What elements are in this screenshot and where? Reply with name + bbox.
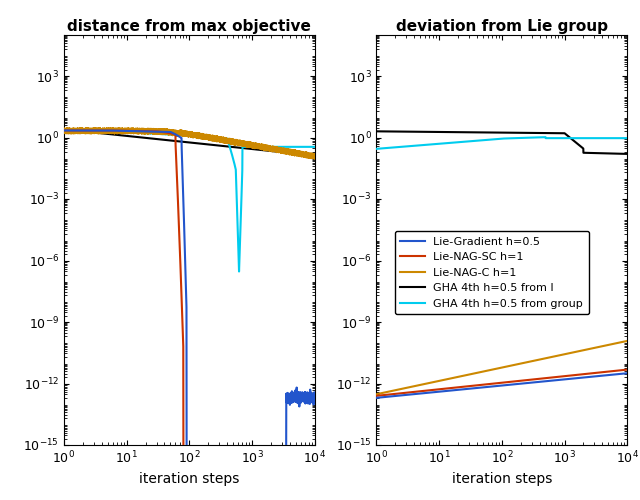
Lie-NAG-SC h=1 bbox=[623, 366, 631, 372]
Line: Lie-NAG-C h=1: Lie-NAG-C h=1 bbox=[376, 341, 627, 394]
Legend: Lie-Gradient h=0.5, Lie-NAG-SC h=1, Lie-NAG-C h=1, GHA 4th h=0.5 from I, GHA 4th: Lie-Gradient h=0.5, Lie-NAG-SC h=1, Lie-… bbox=[395, 231, 589, 314]
Lie-Gradient h=0.5 bbox=[623, 370, 631, 376]
Lie-NAG-C h=1 bbox=[385, 388, 393, 394]
Lie-NAG-SC h=1 bbox=[488, 381, 495, 387]
Lie-NAG-C h=1 bbox=[623, 338, 631, 344]
Line: Lie-Gradient h=0.5: Lie-Gradient h=0.5 bbox=[376, 373, 627, 398]
GHA 4th h=0.5 from I bbox=[616, 150, 623, 156]
Lie-Gradient h=0.5 bbox=[385, 394, 393, 400]
Lie-NAG-SC h=1 bbox=[570, 372, 578, 378]
X-axis label: iteration steps: iteration steps bbox=[452, 472, 552, 486]
Lie-NAG-C h=1 bbox=[570, 350, 578, 356]
Lie-Gradient h=0.5 bbox=[488, 384, 495, 390]
GHA 4th h=0.5 from group bbox=[372, 146, 380, 152]
GHA 4th h=0.5 from I bbox=[623, 151, 631, 157]
GHA 4th h=0.5 from group bbox=[495, 136, 502, 142]
Line: GHA 4th h=0.5 from I: GHA 4th h=0.5 from I bbox=[376, 132, 627, 154]
GHA 4th h=0.5 from group bbox=[488, 136, 495, 142]
Lie-Gradient h=0.5 bbox=[570, 376, 578, 382]
Lie-NAG-SC h=1 bbox=[616, 368, 623, 374]
GHA 4th h=0.5 from I bbox=[495, 130, 502, 136]
Lie-NAG-C h=1 bbox=[488, 366, 495, 372]
Line: GHA 4th h=0.5 from group: GHA 4th h=0.5 from group bbox=[376, 137, 627, 149]
GHA 4th h=0.5 from I bbox=[570, 138, 578, 144]
GHA 4th h=0.5 from I bbox=[616, 150, 624, 156]
Lie-Gradient h=0.5 bbox=[616, 371, 624, 377]
GHA 4th h=0.5 from group bbox=[385, 145, 393, 151]
GHA 4th h=0.5 from I bbox=[488, 130, 495, 136]
Line: Lie-NAG-SC h=1: Lie-NAG-SC h=1 bbox=[376, 370, 627, 396]
Lie-NAG-SC h=1 bbox=[495, 380, 502, 386]
Lie-NAG-C h=1 bbox=[616, 340, 623, 345]
GHA 4th h=0.5 from group bbox=[616, 135, 624, 141]
GHA 4th h=0.5 from I bbox=[385, 128, 393, 134]
Title: deviation from Lie group: deviation from Lie group bbox=[396, 19, 608, 34]
Lie-Gradient h=0.5 bbox=[495, 383, 502, 389]
Lie-Gradient h=0.5 bbox=[616, 371, 623, 377]
GHA 4th h=0.5 from group bbox=[570, 135, 578, 141]
GHA 4th h=0.5 from group bbox=[623, 135, 631, 141]
X-axis label: iteration steps: iteration steps bbox=[139, 472, 239, 486]
GHA 4th h=0.5 from group bbox=[541, 134, 549, 140]
Lie-NAG-SC h=1 bbox=[616, 368, 624, 374]
Lie-NAG-C h=1 bbox=[372, 391, 380, 397]
Title: distance from max objective: distance from max objective bbox=[67, 19, 311, 34]
Lie-NAG-C h=1 bbox=[616, 340, 624, 345]
GHA 4th h=0.5 from group bbox=[616, 135, 624, 141]
Lie-NAG-SC h=1 bbox=[385, 392, 393, 398]
GHA 4th h=0.5 from I bbox=[372, 128, 380, 134]
Lie-NAG-C h=1 bbox=[495, 366, 502, 372]
Lie-Gradient h=0.5 bbox=[372, 395, 380, 401]
Lie-NAG-SC h=1 bbox=[372, 393, 380, 399]
